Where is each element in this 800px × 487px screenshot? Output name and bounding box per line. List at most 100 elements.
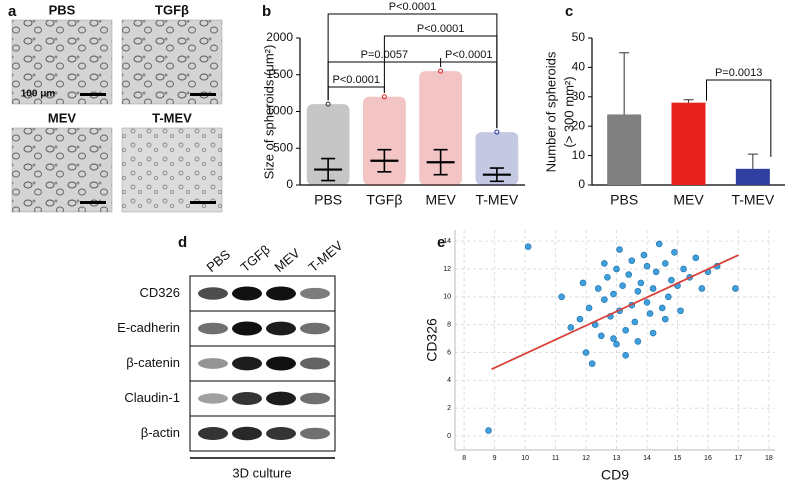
point: [643, 262, 651, 270]
point: [640, 251, 648, 259]
error-bar: [619, 52, 630, 115]
panel-label: b: [262, 3, 271, 20]
x-tick-label: MEV: [425, 192, 456, 208]
x-tick-label: PBS: [610, 192, 638, 208]
micrograph: [121, 19, 223, 105]
max-point: [381, 94, 387, 100]
y-tick-label: 0: [447, 433, 451, 440]
x-tick-label: 12: [582, 455, 590, 462]
y-tick-label: 0: [578, 177, 585, 191]
point: [634, 338, 642, 345]
point: [579, 279, 587, 287]
x-tick-label: T-MEV: [731, 192, 774, 208]
dot-cloud: [419, 71, 462, 185]
blot-band: [232, 391, 262, 406]
blot-band: [266, 391, 296, 406]
x-tick-label: TGFβ: [366, 192, 402, 208]
y-tick-label: 10: [572, 148, 586, 162]
point: [646, 310, 654, 317]
point: [732, 285, 739, 292]
x-tick-label: 16: [704, 455, 712, 462]
x-tick-label: 13: [613, 455, 621, 462]
x-tick-label: 10: [521, 455, 529, 462]
blot-band: [266, 356, 296, 371]
error-bar: [683, 99, 694, 103]
x-tick-label: 18: [765, 455, 773, 462]
scale-bar: [80, 201, 106, 204]
x-tick-label: 14: [643, 455, 651, 462]
point: [634, 287, 642, 295]
y-tick-label: 14: [443, 238, 451, 245]
y-tick-label: 0: [286, 177, 293, 191]
point: [601, 260, 608, 267]
point: [661, 315, 669, 323]
panel-label: d: [178, 234, 187, 251]
blot-column-label: TGFβ: [237, 242, 272, 275]
y-axis-label: (> 300 mm²): [561, 76, 576, 147]
error-bar: [747, 153, 758, 169]
blot-band: [232, 356, 262, 371]
point: [649, 285, 657, 292]
point: [613, 340, 620, 348]
point: [622, 326, 629, 334]
point: [677, 307, 684, 315]
point: [649, 329, 657, 337]
significance-bracket: [706, 79, 772, 157]
micrograph: [11, 127, 113, 213]
x-tick-label: MEV: [673, 192, 704, 208]
point: [637, 279, 645, 287]
panel-label: a: [8, 3, 17, 20]
point: [680, 265, 687, 273]
micrograph-label: PBS: [49, 2, 76, 17]
blot-column-label: MEV: [271, 245, 302, 275]
point: [610, 335, 617, 342]
point: [558, 293, 565, 301]
blot-row-label: β-catenin: [126, 355, 180, 370]
blot-band: [198, 393, 228, 404]
blot-band: [232, 321, 262, 336]
y-tick-label: 20: [572, 118, 586, 132]
point: [610, 290, 617, 298]
point: [665, 293, 672, 301]
point: [604, 274, 611, 281]
significance-label: P<0.0001: [389, 1, 436, 13]
point: [628, 257, 636, 264]
scale-bar: [80, 93, 106, 96]
blot-band: [300, 392, 330, 405]
x-tick-label: 8: [462, 455, 466, 462]
y-tick-label: 8: [447, 322, 451, 329]
y-tick-label: 30: [572, 89, 586, 103]
micrograph-label: MEV: [48, 110, 77, 125]
bar: [607, 114, 642, 185]
blot-band: [198, 287, 228, 300]
y-tick-label: 1500: [266, 67, 293, 81]
significance-label: P=0.0013: [715, 67, 762, 79]
y-tick-label: 2: [447, 405, 451, 412]
blot-column-label: PBS: [203, 247, 233, 275]
significance-label: P<0.0001: [333, 74, 380, 86]
y-axis-label: Number of spheroids: [543, 51, 558, 172]
point: [582, 349, 590, 356]
point: [597, 332, 605, 340]
point: [668, 276, 675, 284]
blot-band: [300, 322, 330, 335]
y-tick-label: 10: [443, 294, 451, 301]
x-tick-label: PBS: [314, 192, 342, 208]
point: [652, 268, 660, 276]
bar: [735, 168, 770, 185]
max-point: [325, 101, 331, 107]
point: [601, 296, 608, 303]
blot-footer: 3D culture: [232, 465, 291, 480]
point: [625, 271, 633, 278]
blot-band: [300, 357, 330, 370]
panel-label: e: [437, 234, 445, 251]
x-tick-label: 15: [674, 455, 682, 462]
point: [616, 246, 623, 253]
point: [594, 285, 602, 292]
scale-bar-label: 100 μm: [21, 89, 56, 100]
y-tick-label: 6: [447, 349, 451, 356]
blot-band: [266, 426, 296, 441]
blot-row-label: CD326: [140, 285, 180, 300]
max-point: [494, 129, 500, 135]
point: [671, 248, 678, 256]
